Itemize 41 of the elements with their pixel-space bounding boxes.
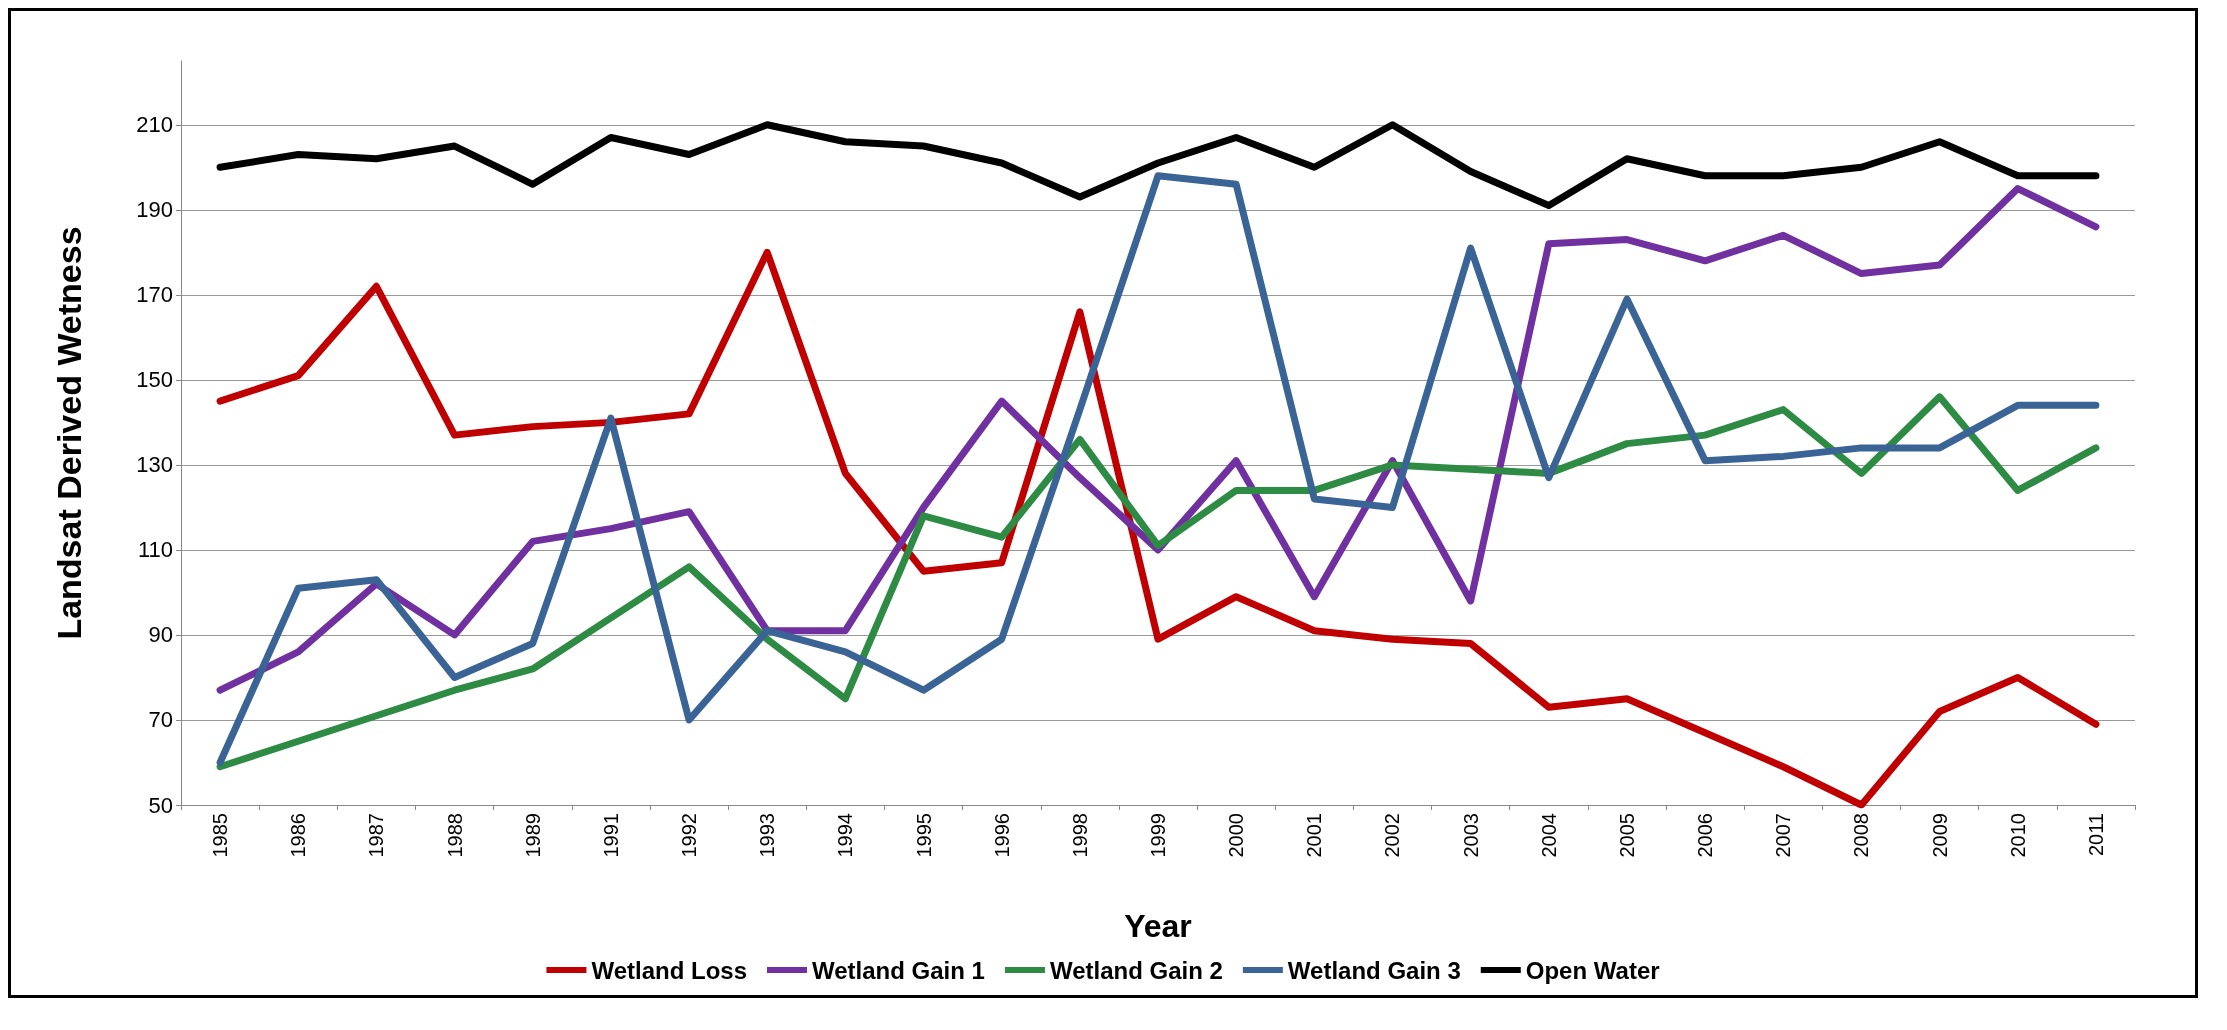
x-tick-label: 2003 (1459, 813, 1482, 858)
x-tick-label: 1992 (678, 813, 701, 858)
y-tick-label: 110 (137, 537, 173, 563)
y-tick-label: 190 (136, 197, 173, 223)
x-tick-label: 2001 (1303, 813, 1326, 858)
x-tick-label: 2007 (1772, 813, 1795, 858)
x-tick-label: 1994 (834, 813, 857, 858)
y-tick-label: 130 (136, 452, 173, 478)
x-tick-label: 1986 (287, 813, 310, 858)
y-tick-label: 50 (148, 792, 173, 818)
x-tick-label: 1998 (1068, 813, 1091, 858)
x-tick-label: 2005 (1615, 813, 1638, 858)
x-tick-label: 1991 (599, 813, 622, 858)
y-tick-label: 210 (136, 112, 173, 138)
legend-label: Wetland Gain 1 (812, 956, 985, 984)
x-tick-label: 2009 (1928, 813, 1951, 858)
x-axis-title: Year (1124, 908, 1192, 944)
x-tick-label: 1987 (365, 813, 388, 858)
legend-label: Wetland Gain 2 (1049, 956, 1223, 984)
x-tick-label: 2010 (2006, 813, 2029, 858)
y-axis-title: Landsat Derived Wetness (50, 226, 88, 640)
y-tick-label: 70 (148, 707, 173, 733)
x-tick-label: 1996 (990, 813, 1013, 858)
x-tick-label: 1995 (912, 813, 935, 858)
x-tick-label: 1985 (209, 813, 232, 858)
x-tick-label: 2011 (2084, 813, 2107, 857)
legend-label: Wetland Loss (591, 956, 748, 984)
x-tick-label: 1993 (756, 813, 779, 858)
legend-label: Open Water (1525, 956, 1660, 984)
x-tick-label: 2008 (1850, 813, 1873, 858)
y-tick-label: 170 (136, 282, 173, 308)
y-tick-label: 90 (148, 622, 173, 648)
x-tick-label: 1999 (1147, 813, 1169, 858)
legend-label: Wetland Gain 3 (1287, 956, 1461, 984)
x-tick-label: 2006 (1694, 813, 1717, 858)
x-tick-label: 1989 (521, 813, 544, 858)
y-tick-label: 150 (136, 367, 173, 393)
x-tick-label: 2004 (1537, 813, 1560, 858)
x-tick-label: 2002 (1381, 813, 1404, 858)
x-tick-label: 2000 (1225, 813, 1248, 858)
x-tick-label: 1988 (443, 813, 466, 858)
